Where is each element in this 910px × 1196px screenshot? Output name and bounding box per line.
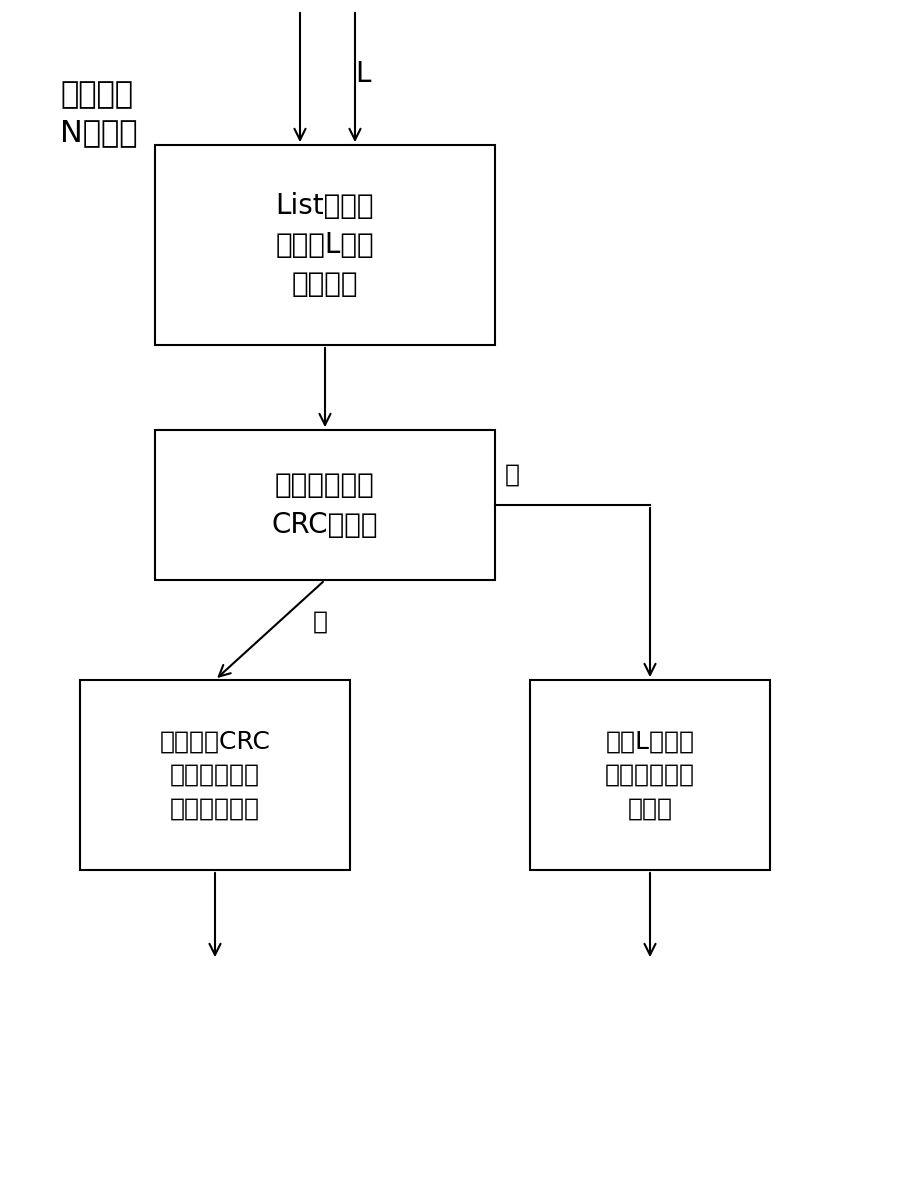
- FancyBboxPatch shape: [80, 681, 350, 869]
- Text: 接收到的
N个采样: 接收到的 N个采样: [60, 80, 137, 147]
- FancyBboxPatch shape: [530, 681, 770, 869]
- Text: L: L: [355, 60, 370, 89]
- FancyBboxPatch shape: [155, 145, 495, 344]
- Text: List译码器
（产生L个幸
存路径）: List译码器 （产生L个幸 存路径）: [276, 193, 374, 298]
- Text: 否: 否: [505, 463, 520, 487]
- Text: 是否存在通过
CRC的路径: 是否存在通过 CRC的路径: [272, 471, 379, 538]
- Text: 是: 是: [312, 610, 328, 634]
- FancyBboxPatch shape: [155, 431, 495, 580]
- Text: 输出L个路径
中可靠性最高
的路径: 输出L个路径 中可靠性最高 的路径: [605, 730, 695, 820]
- Text: 输出通过CRC
的路径中可靠
性最高的路径: 输出通过CRC 的路径中可靠 性最高的路径: [159, 730, 270, 820]
